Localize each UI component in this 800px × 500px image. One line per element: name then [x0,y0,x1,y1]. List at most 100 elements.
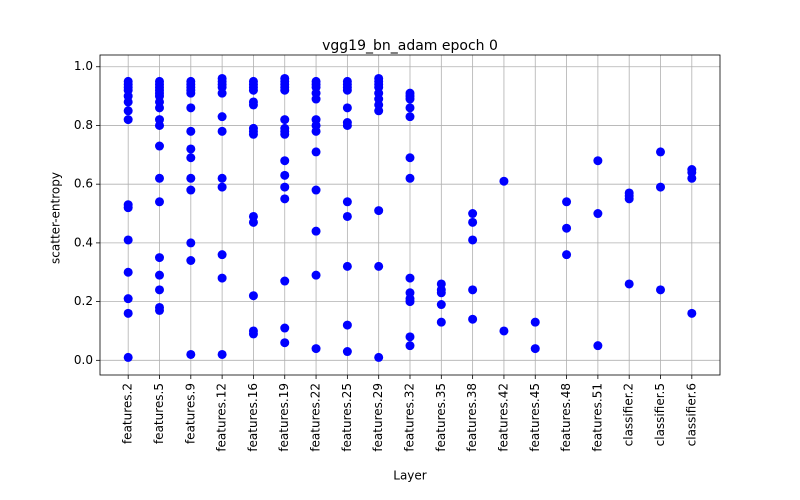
point [186,153,196,163]
point [593,209,603,219]
point [374,261,384,271]
point [186,144,196,154]
x-tick-label: features.29 [371,383,385,452]
point [280,338,290,348]
point [186,256,196,266]
x-tick-label: classifier.5 [653,383,667,446]
point [217,126,227,136]
point [374,106,384,116]
point [468,235,478,245]
point [342,320,352,330]
point [342,120,352,130]
point [123,97,133,107]
point [405,273,415,283]
point [217,88,227,98]
x-tick-label: features.35 [434,383,448,452]
y-tick-label: 0.0 [74,353,93,367]
point [186,173,196,183]
x-axis-label: Layer [393,469,427,483]
point [280,170,290,180]
point [405,94,415,104]
point [562,250,572,260]
point [186,349,196,359]
point [405,297,415,307]
point [562,223,572,233]
plot-frame [99,54,721,376]
point [280,115,290,125]
point [311,226,321,236]
point [154,285,164,295]
point [280,276,290,286]
point [405,112,415,122]
point [436,317,446,327]
point [342,261,352,271]
x-tick-label: features.48 [559,383,573,452]
point [311,147,321,157]
point [186,103,196,113]
chart-title: vgg19_bn_adam epoch 0 [322,38,498,54]
point [530,344,540,354]
point [123,267,133,277]
x-tick-label: features.12 [215,383,229,452]
point [217,273,227,283]
point [154,305,164,315]
point [217,349,227,359]
point [280,85,290,95]
y-tick-label: 0.6 [74,177,93,191]
point [530,317,540,327]
y-tick-label: 0.2 [74,294,93,308]
point [311,185,321,195]
point [405,153,415,163]
y-axis-label: scatter-entropy [49,172,63,264]
x-tick-label: features.38 [465,383,479,452]
point [123,106,133,116]
point [436,300,446,310]
point [280,323,290,333]
point [593,341,603,351]
point [311,270,321,280]
x-tick-label: features.5 [152,383,166,444]
point [154,197,164,207]
x-tick-label: features.32 [403,383,417,452]
point [280,129,290,139]
point [154,253,164,263]
point [436,288,446,298]
point [342,211,352,221]
point [217,173,227,183]
point [624,279,634,289]
y-tick-label: 0.8 [74,118,93,132]
point [154,141,164,151]
point [656,182,666,192]
point [656,147,666,157]
point [154,120,164,130]
point [468,285,478,295]
point [342,197,352,207]
point [342,347,352,357]
point [248,291,258,301]
point [217,250,227,260]
point [123,115,133,125]
point [280,194,290,204]
point [123,294,133,304]
point [217,112,227,122]
point [280,156,290,166]
x-tick-label: features.22 [309,383,323,452]
point [624,194,634,204]
point [248,329,258,339]
x-tick-label: features.42 [496,383,510,452]
point [468,209,478,219]
y-tick-label: 0.4 [74,235,93,249]
x-tick-label: features.19 [277,383,291,452]
point [687,308,697,318]
point [248,217,258,227]
y-tick-label: 1.0 [74,59,93,73]
point [342,85,352,95]
point [499,176,509,186]
point [123,308,133,318]
point [186,185,196,195]
point [154,103,164,113]
point [405,332,415,342]
point [186,88,196,98]
